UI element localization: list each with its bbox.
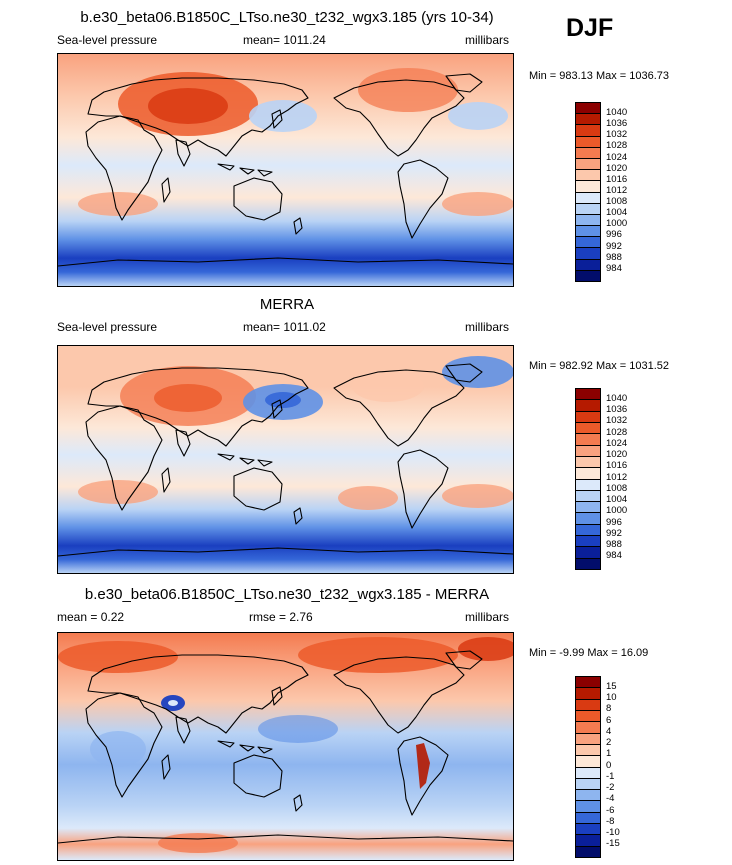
panel3-center-label: rmse = 2.76 — [249, 610, 313, 624]
colorbar-tick: 1040 — [606, 393, 628, 404]
colorbar-tick: 1036 — [606, 118, 628, 129]
colorbar-tick: 1024 — [606, 152, 628, 163]
colorbar-tick: 4 — [606, 726, 612, 737]
colorbar-tick: 1028 — [606, 427, 628, 438]
colorbar-tick: 1032 — [606, 415, 628, 426]
colorbar-tick: 1020 — [606, 163, 628, 174]
colorbar-tick: 1008 — [606, 196, 628, 207]
colorbar-tick: -4 — [606, 793, 615, 804]
panel2-right-label: millibars — [465, 320, 510, 334]
colorbar-tick: 1000 — [606, 218, 628, 229]
panel3-minmax: Min = -9.99 Max = 16.09 — [529, 647, 649, 659]
colorbar-tick: 988 — [606, 539, 622, 550]
panel2-center-label: mean= 1011.02 — [243, 320, 326, 334]
colorbar-tick: 1 — [606, 748, 612, 759]
colorbar-tick: 996 — [606, 517, 622, 528]
colorbar-tick: -1 — [606, 771, 615, 782]
colorbar-tick: -8 — [606, 816, 615, 827]
panel3-colorbar-swatches — [575, 676, 601, 858]
colorbar-tick: 1036 — [606, 404, 628, 415]
colorbar-tick: 996 — [606, 229, 622, 240]
panel3-map — [57, 632, 514, 861]
colorbar-tick: 1012 — [606, 472, 628, 483]
colorbar-tick: 984 — [606, 263, 622, 274]
colorbar-tick: 1040 — [606, 107, 628, 118]
colorbar-tick: 992 — [606, 528, 622, 539]
colorbar-tick: 6 — [606, 715, 612, 726]
colorbar-tick: -6 — [606, 805, 615, 816]
panel2-map — [57, 345, 514, 574]
panel1-map — [57, 53, 514, 287]
colorbar-tick: 15 — [606, 681, 617, 692]
colorbar-tick: 1008 — [606, 483, 628, 494]
colorbar-tick: 2 — [606, 737, 612, 748]
colorbar-tick: 1024 — [606, 438, 628, 449]
colorbar-tick: 1032 — [606, 129, 628, 140]
panel1-colorbar: 1040 1036 1032 1028 1024 1020 1016 1012 … — [575, 102, 635, 282]
panel1-colorbar-swatches — [575, 102, 601, 282]
panel3-colorbar: 15 10 8 6 4 2 1 0 -1 -2 -4 -6 -8 -10 -15 — [575, 676, 635, 858]
colorbar-tick: -15 — [606, 838, 620, 849]
season-label: DJF — [566, 14, 614, 42]
panel2-colorbar-swatches — [575, 388, 601, 570]
colorbar-tick: 992 — [606, 241, 622, 252]
panel1-minmax: Min = 983.13 Max = 1036.73 — [529, 70, 670, 82]
colorbar-tick: 1012 — [606, 185, 628, 196]
colorbar-tick: 1016 — [606, 174, 628, 185]
colorbar-tick: 988 — [606, 252, 622, 263]
colorbar-tick: -2 — [606, 782, 615, 793]
colorbar-tick: 0 — [606, 760, 612, 771]
panel2-title: MERRA — [259, 296, 315, 313]
colorbar-tick: 1016 — [606, 460, 628, 471]
colorbar-tick: 984 — [606, 550, 622, 561]
panel3-right-label: millibars — [465, 610, 510, 624]
colorbar-tick: 10 — [606, 692, 617, 703]
colorbar-tick: 1004 — [606, 494, 628, 505]
colorbar-tick: 1004 — [606, 207, 628, 218]
colorbar-tick: 1000 — [606, 505, 628, 516]
panel1-left-label: Sea-level pressure — [57, 33, 158, 47]
panel2-left-label: Sea-level pressure — [57, 320, 158, 334]
panel3-left-label: mean = 0.22 — [57, 610, 125, 624]
colorbar-tick: 8 — [606, 703, 612, 714]
colorbar-tick: 1028 — [606, 140, 628, 151]
panel2-minmax: Min = 982.92 Max = 1031.52 — [529, 360, 670, 372]
colorbar-tick: 1020 — [606, 449, 628, 460]
colorbar-tick: -10 — [606, 827, 620, 838]
panel1-right-label: millibars — [465, 33, 510, 47]
panel1-title: b.e30_beta06.B1850C_LTso.ne30_t232_wgx3.… — [80, 9, 494, 26]
panel3-title: b.e30_beta06.B1850C_LTso.ne30_t232_wgx3.… — [84, 586, 490, 603]
panel2-colorbar: 1040 1036 1032 1028 1024 1020 1016 1012 … — [575, 388, 635, 570]
panel1-center-label: mean= 1011.24 — [243, 33, 326, 47]
